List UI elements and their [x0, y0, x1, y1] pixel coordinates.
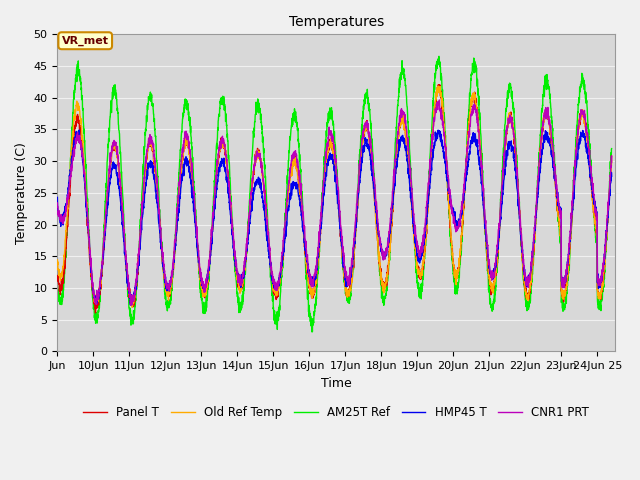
Old Ref Temp [266, 258, 274, 264]
AM25T Ref [266, 259, 274, 265]
AM25T Ref [597, 295, 605, 300]
Panel T [117, 184, 125, 190]
HMP45 T [291, 181, 298, 187]
Old Ref Temp [291, 161, 298, 167]
Old Ref Temp [150, 152, 157, 158]
HMP45 T [117, 200, 125, 205]
AM25T Ref [116, 150, 124, 156]
HMP45 T [54, 194, 61, 200]
Line: Old Ref Temp: Old Ref Temp [58, 86, 612, 307]
CNR1 PRT [291, 149, 298, 155]
CNR1 PRT [538, 133, 545, 139]
CNR1 PRT [266, 252, 274, 258]
Line: Panel T: Panel T [58, 85, 612, 313]
Panel T [538, 140, 545, 145]
HMP45 T [538, 156, 545, 161]
HMP45 T [150, 173, 157, 179]
CNR1 PRT [127, 302, 135, 308]
CNR1 PRT [54, 200, 61, 206]
Panel T [608, 153, 616, 159]
AM25T Ref [608, 146, 616, 152]
Line: CNR1 PRT: CNR1 PRT [58, 100, 612, 305]
Panel T [150, 160, 157, 166]
HMP45 T [608, 173, 616, 179]
AM25T Ref [290, 110, 298, 116]
Old Ref Temp [538, 134, 545, 140]
CNR1 PRT [608, 159, 616, 165]
Panel T [436, 82, 444, 88]
CNR1 PRT [116, 181, 124, 187]
HMP45 T [75, 127, 83, 133]
Line: HMP45 T: HMP45 T [58, 130, 612, 305]
Panel T [266, 255, 274, 261]
Old Ref Temp [435, 83, 442, 89]
AM25T Ref [538, 111, 545, 117]
Title: Temperatures: Temperatures [289, 15, 384, 29]
AM25T Ref [435, 53, 443, 59]
Y-axis label: Temperature (C): Temperature (C) [15, 142, 28, 244]
CNR1 PRT [597, 276, 605, 281]
Old Ref Temp [128, 304, 136, 310]
CNR1 PRT [150, 148, 157, 154]
HMP45 T [266, 261, 274, 266]
AM25T Ref [150, 111, 157, 117]
Panel T [92, 310, 99, 316]
Line: AM25T Ref: AM25T Ref [58, 56, 612, 332]
Old Ref Temp [116, 187, 124, 193]
Old Ref Temp [597, 288, 605, 294]
Legend: Panel T, Old Ref Temp, AM25T Ref, HMP45 T, CNR1 PRT: Panel T, Old Ref Temp, AM25T Ref, HMP45 … [79, 402, 594, 424]
Old Ref Temp [54, 257, 61, 263]
HMP45 T [127, 302, 135, 308]
Old Ref Temp [608, 158, 616, 164]
X-axis label: Time: Time [321, 377, 352, 390]
Panel T [597, 296, 605, 302]
Text: VR_met: VR_met [61, 36, 109, 46]
Panel T [54, 273, 61, 278]
HMP45 T [597, 279, 605, 285]
AM25T Ref [54, 279, 61, 285]
AM25T Ref [308, 329, 316, 335]
Panel T [291, 158, 298, 164]
CNR1 PRT [436, 97, 444, 103]
